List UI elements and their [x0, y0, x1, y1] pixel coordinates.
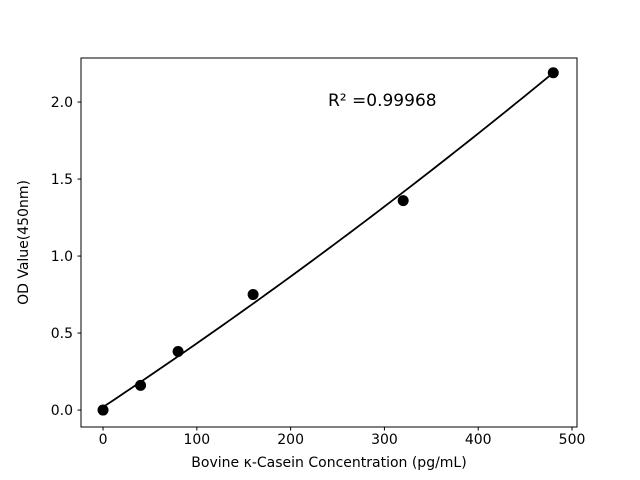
x-tick-label: 400	[465, 432, 492, 448]
data-point-marker	[97, 404, 109, 416]
x-tick-label: 200	[277, 432, 304, 448]
x-tick-label: 300	[371, 432, 398, 448]
x-tick-label: 100	[183, 432, 210, 448]
r-squared-annotation: R² =0.99968	[328, 91, 437, 111]
data-point-marker	[397, 195, 409, 207]
data-point-marker	[135, 379, 147, 391]
y-tick-label: 1.5	[51, 172, 73, 188]
data-point-marker	[547, 67, 559, 79]
plot-frame	[80, 57, 578, 428]
y-tick-label: 0.0	[51, 403, 73, 419]
data-point-marker	[247, 289, 259, 301]
data-point-marker	[172, 346, 184, 358]
x-tick-label: 0	[99, 432, 108, 448]
y-tick-label: 0.5	[51, 326, 73, 342]
x-tick-label: 500	[559, 432, 586, 448]
fit-line	[102, 72, 554, 408]
y-tick-label: 2.0	[51, 95, 73, 111]
chart-content: 0 100 200 300 400 500 0.0 0.5 1.0 1.5 2.0	[51, 67, 586, 448]
x-axis-label: Bovine κ-Casein Concentration (pg/mL)	[191, 455, 466, 471]
y-tick-label: 1.0	[51, 249, 73, 265]
y-axis-label: OD Value(450nm)	[16, 180, 32, 305]
